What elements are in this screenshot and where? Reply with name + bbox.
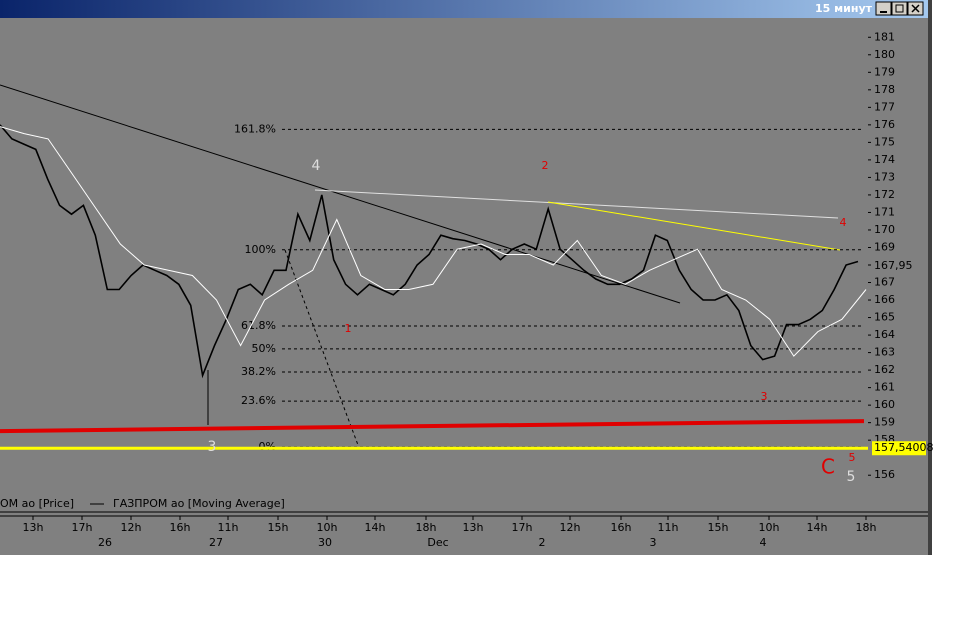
y-tick-label: 160 — [874, 398, 895, 411]
legend-entry: ГАЗПРОМ ао [Moving Average] — [113, 497, 285, 510]
y-tick-label: 167 — [874, 276, 895, 289]
y-tick-label: 180 — [874, 48, 895, 61]
series-line — [0, 126, 867, 357]
x-tick-label: 12h — [121, 521, 142, 534]
trend-line — [284, 249, 359, 446]
x-tick-label: 10h — [317, 521, 338, 534]
y-tick-label: 169 — [874, 240, 895, 253]
x-tick-label: 12h — [560, 521, 581, 534]
fib-label: 50% — [252, 342, 276, 355]
y-tick-label: 174 — [874, 153, 895, 166]
legend-entry: ОМ ао [Price] — [0, 497, 74, 510]
price-tag — [872, 258, 912, 273]
y-tick-label: 159 — [874, 416, 895, 429]
level-label: 157,54008 — [874, 441, 934, 454]
y-tick-label: 176 — [874, 118, 895, 131]
trend-line — [0, 84, 681, 304]
y-tick-label: 164 — [874, 328, 895, 341]
x-date-label: 3 — [650, 536, 657, 549]
x-tick-label: 16h — [611, 521, 632, 534]
window-border — [928, 0, 932, 555]
x-date-label: 4 — [760, 536, 767, 549]
fib-label: 23.6% — [241, 394, 276, 407]
x-tick-label: 13h — [463, 521, 484, 534]
y-tick-label: 171 — [874, 205, 895, 218]
y-tick-label: 172 — [874, 188, 895, 201]
wave-label: 4 — [840, 216, 847, 229]
x-tick-label: 18h — [856, 521, 877, 534]
x-date-label: Dec — [427, 536, 448, 549]
wave-label: 3 — [761, 390, 768, 403]
plot: 161.8% 100% 61.8% 50% 38.2% 23.6% 0% — [0, 84, 868, 453]
wave-label: 3 — [208, 439, 217, 455]
y-tick-label: 161 — [874, 381, 895, 394]
level-tag — [872, 441, 926, 456]
x-tick-label: 11h — [658, 521, 679, 534]
y-tick-label: 156 — [874, 468, 895, 481]
x-tick-label: 14h — [807, 521, 828, 534]
x-tick-label: 10h — [759, 521, 780, 534]
y-tick-label: 178 — [874, 83, 895, 96]
wave-label: 5 — [849, 451, 856, 464]
x-date-label: 30 — [318, 536, 332, 549]
x-tick-label: 13h — [23, 521, 44, 534]
fib-label: 0% — [259, 440, 276, 453]
minimize-button[interactable] — [875, 1, 892, 16]
x-date-label: 26 — [98, 536, 112, 549]
fib-label: 100% — [245, 243, 276, 256]
x-tick-label: 11h — [218, 521, 239, 534]
trend-line — [547, 201, 841, 251]
price-label: 167,95 — [874, 259, 913, 272]
y-tick-label: 181 — [874, 30, 895, 43]
wave-label: C — [821, 455, 835, 479]
wave-label: 2 — [542, 159, 549, 172]
x-tick-label: 17h — [72, 521, 93, 534]
plot-background — [0, 18, 928, 555]
title-bar — [0, 0, 932, 18]
x-tick-label: 14h — [365, 521, 386, 534]
y-tick-label: 163 — [874, 346, 895, 359]
window-buttons[interactable] — [875, 1, 924, 16]
fib-label: 161.8% — [234, 122, 276, 135]
y-tick-label: 175 — [874, 135, 895, 148]
y-tick-label: 166 — [874, 293, 895, 306]
y-tick-label: 165 — [874, 311, 895, 324]
y-tick-label: 177 — [874, 100, 895, 113]
wave-labels: 3 4 1 2 3 4 5 C 5 — [208, 158, 856, 485]
x-tick-label: 15h — [708, 521, 729, 534]
trend-line — [314, 189, 839, 219]
fib-label: 38.2% — [241, 365, 276, 378]
window-title: 15 минут — [815, 2, 873, 15]
wave-label: 5 — [847, 469, 856, 485]
x-date-label: 2 — [539, 536, 546, 549]
x-tick-label: 17h — [512, 521, 533, 534]
y-tick-label: 170 — [874, 223, 895, 236]
support-line — [0, 419, 865, 434]
series-line — [0, 124, 859, 379]
y-tick-label: 179 — [874, 65, 895, 78]
fib-label: 61.8% — [241, 319, 276, 332]
wave-label: 1 — [345, 322, 352, 335]
wave-label: 4 — [312, 158, 321, 174]
x-tick-label: 15h — [268, 521, 289, 534]
y-tick-label: 162 — [874, 363, 895, 376]
maximize-button[interactable] — [891, 1, 908, 16]
x-tick-label: 18h — [416, 521, 437, 534]
y-tick-label: 173 — [874, 170, 895, 183]
x-tick-label: 16h — [170, 521, 191, 534]
x-date-label: 27 — [209, 536, 223, 549]
